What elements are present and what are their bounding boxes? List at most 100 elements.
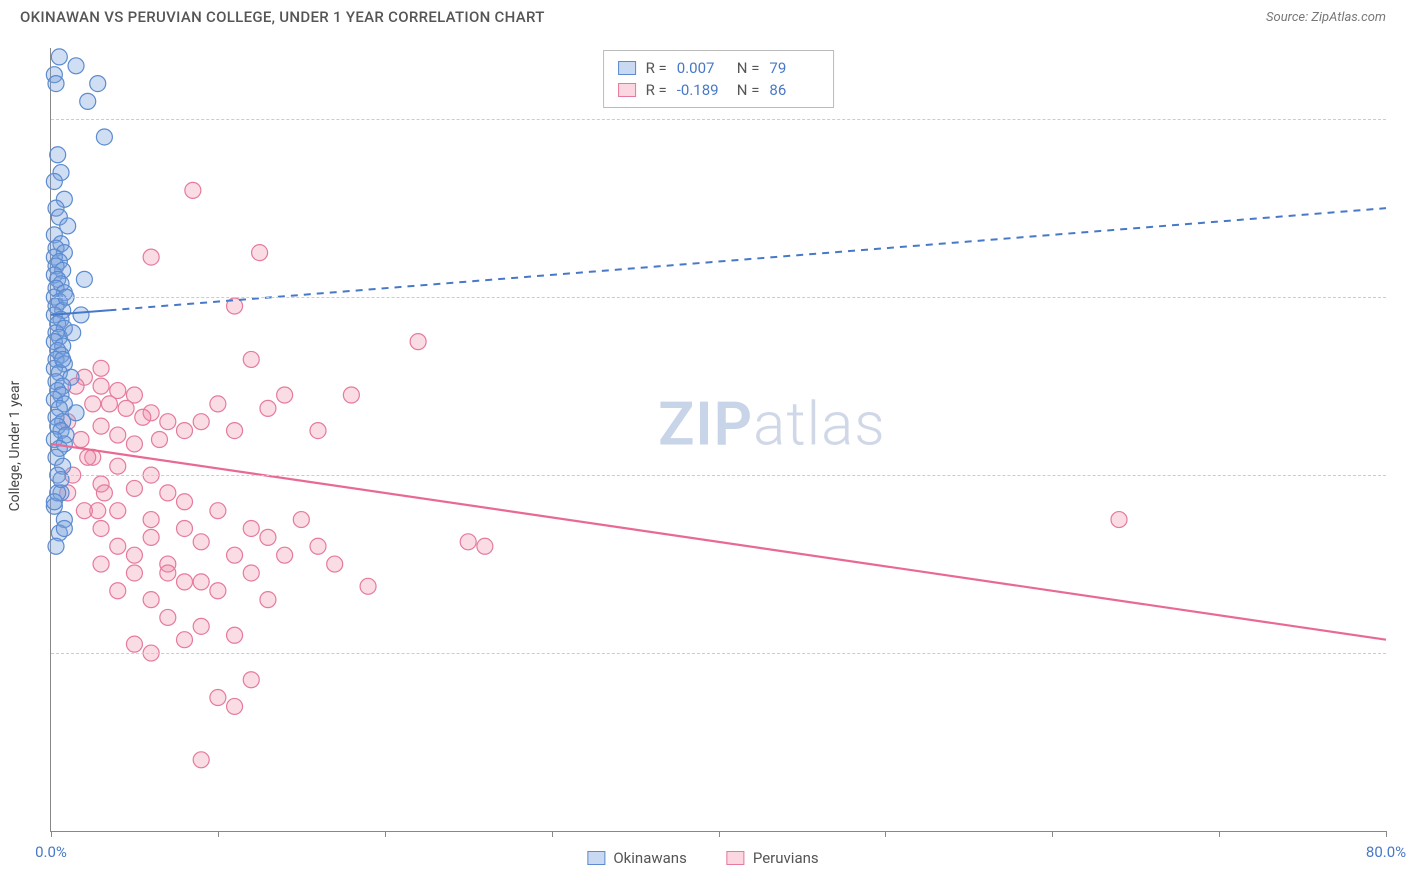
peruvian-swatch-icon xyxy=(618,83,636,97)
data-point xyxy=(48,538,64,554)
data-point xyxy=(118,400,134,416)
y-tick-label: 40.0% xyxy=(1396,644,1406,662)
chart-area: ZIPatlas R = 0.007 N = 79 R = -0.189 N =… xyxy=(50,48,1386,832)
data-point xyxy=(160,609,176,625)
y-tick-label: 100.0% xyxy=(1396,110,1406,128)
data-point xyxy=(210,396,226,412)
x-tick-mark xyxy=(1052,831,1053,837)
data-point xyxy=(96,485,112,501)
gridline xyxy=(51,297,1386,298)
data-point xyxy=(185,182,201,198)
data-point xyxy=(310,423,326,439)
data-point xyxy=(360,578,376,594)
data-point xyxy=(126,480,142,496)
data-point xyxy=(51,49,67,65)
data-point xyxy=(110,458,126,474)
data-point xyxy=(126,636,142,652)
data-point xyxy=(93,360,109,376)
data-point xyxy=(343,387,359,403)
data-point xyxy=(293,512,309,528)
data-point xyxy=(160,414,176,430)
x-tick-label: 80.0% xyxy=(1366,843,1406,861)
x-tick-mark xyxy=(1219,831,1220,837)
data-point xyxy=(243,520,259,536)
data-point xyxy=(277,547,293,563)
okinawan-swatch-icon xyxy=(618,61,636,75)
data-point xyxy=(227,698,243,714)
data-point xyxy=(110,503,126,519)
y-axis-label: College, Under 1 year xyxy=(7,381,23,512)
data-point xyxy=(135,409,151,425)
data-point xyxy=(68,58,84,74)
gridline xyxy=(51,119,1386,120)
data-point xyxy=(193,574,209,590)
data-point xyxy=(227,423,243,439)
data-point xyxy=(65,325,81,341)
data-point xyxy=(126,547,142,563)
data-point xyxy=(53,472,69,488)
data-point xyxy=(327,556,343,572)
data-point xyxy=(177,423,193,439)
okinawan-legend-label: Okinawans xyxy=(613,849,686,867)
data-point xyxy=(80,449,96,465)
x-tick-mark xyxy=(51,831,52,837)
y-tick-label: 80.0% xyxy=(1396,288,1406,306)
data-point xyxy=(48,76,64,92)
data-point xyxy=(193,752,209,768)
data-point xyxy=(143,529,159,545)
x-tick-mark xyxy=(1386,831,1387,837)
data-point xyxy=(177,574,193,590)
gridline xyxy=(51,475,1386,476)
x-tick-label: 0.0% xyxy=(35,843,67,861)
data-point xyxy=(143,512,159,528)
peruvian-legend-label: Peruvians xyxy=(753,849,819,867)
data-point xyxy=(177,520,193,536)
data-point xyxy=(50,147,66,163)
data-point xyxy=(460,534,476,550)
data-point xyxy=(210,503,226,519)
data-point xyxy=(260,400,276,416)
x-tick-mark xyxy=(885,831,886,837)
peruvian-legend-swatch-icon xyxy=(727,851,745,865)
data-point xyxy=(243,565,259,581)
data-point xyxy=(243,351,259,367)
data-point xyxy=(46,173,62,189)
data-point xyxy=(55,351,71,367)
data-point xyxy=(177,494,193,510)
data-point xyxy=(193,414,209,430)
data-point xyxy=(93,378,109,394)
data-point xyxy=(1111,512,1127,528)
x-tick-mark xyxy=(552,831,553,837)
trend-line-okinawan-dashed xyxy=(109,208,1386,310)
data-point xyxy=(46,494,62,510)
stats-legend: R = 0.007 N = 79 R = -0.189 N = 86 xyxy=(603,50,835,108)
data-point xyxy=(110,583,126,599)
data-point xyxy=(76,271,92,287)
data-point xyxy=(210,690,226,706)
data-point xyxy=(143,592,159,608)
data-point xyxy=(260,529,276,545)
okinawan-legend-swatch-icon xyxy=(587,851,605,865)
data-point xyxy=(193,618,209,634)
data-point xyxy=(93,520,109,536)
data-point xyxy=(90,76,106,92)
data-point xyxy=(243,672,259,688)
data-point xyxy=(277,387,293,403)
data-point xyxy=(73,432,89,448)
data-point xyxy=(143,249,159,265)
data-point xyxy=(151,432,167,448)
data-point xyxy=(227,627,243,643)
data-point xyxy=(227,547,243,563)
data-point xyxy=(93,556,109,572)
data-point xyxy=(126,565,142,581)
data-point xyxy=(73,307,89,323)
chart-title: OKINAWAN VS PERUVIAN COLLEGE, UNDER 1 YE… xyxy=(20,8,545,26)
data-point xyxy=(477,538,493,554)
data-point xyxy=(252,245,268,261)
data-point xyxy=(56,520,72,536)
x-tick-mark xyxy=(385,831,386,837)
source-label: Source: ZipAtlas.com xyxy=(1266,10,1386,25)
data-point xyxy=(76,503,92,519)
trend-line-peruvian xyxy=(51,444,1386,640)
data-point xyxy=(160,485,176,501)
